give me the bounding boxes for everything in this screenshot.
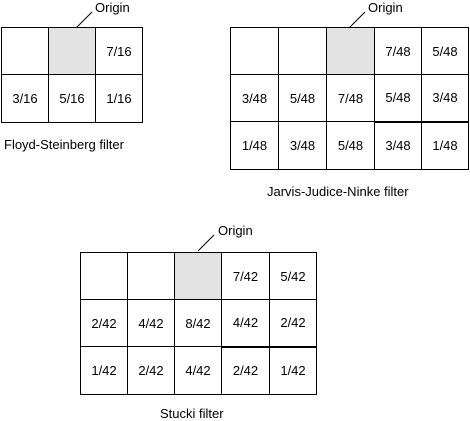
jjn-cell: 5/48 [326,121,375,170]
stucki-cell [80,252,128,300]
jjn-cell [230,27,279,75]
floyd-steinberg-caption: Floyd-Steinberg filter [4,137,124,152]
jjn-cell: 7/48 [374,27,422,75]
fs-origin-label: Origin [95,0,130,15]
stucki-cell: 1/42 [269,346,317,395]
jarvis-judice-ninke-grid: 7/48 5/48 3/48 5/48 7/48 5/48 3/48 1/48 … [230,27,469,170]
fs-cell: 3/16 [1,74,49,123]
stucki-cell: 2/42 [127,346,175,395]
floyd-steinberg-grid: 7/16 3/16 5/16 1/16 [1,27,143,123]
jjn-cell: 3/48 [421,74,469,123]
stucki-cell: 7/42 [221,252,270,300]
stucki-origin-label: Origin [218,223,253,238]
jjn-cell: 1/48 [421,121,469,170]
fs-cell: 1/16 [95,74,143,123]
stucki-cell: 4/42 [221,299,270,348]
stucki-grid: 7/42 5/42 2/42 4/42 8/42 4/42 2/42 1/42 … [80,252,317,395]
stucki-cell: 2/42 [221,346,270,395]
jjn-origin-cell [326,27,375,75]
jarvis-judice-ninke-caption: Jarvis-Judice-Ninke filter [267,184,409,199]
stucki-cell: 4/42 [127,299,175,347]
stucki-cell: 5/42 [269,252,317,300]
stucki-origin-cell [174,252,222,300]
jjn-cell: 5/48 [374,74,422,123]
stucki-cell: 8/42 [174,299,222,347]
fs-cell [1,27,49,75]
fs-origin-cell [48,27,96,75]
jjn-cell: 3/48 [278,121,327,170]
fs-cell: 7/16 [95,27,143,75]
jjn-cell: 5/48 [278,74,327,122]
jjn-cell: 5/48 [421,27,469,75]
fs-cell: 5/16 [48,74,96,123]
stucki-caption: Stucki filter [160,406,224,421]
stucki-cell: 2/42 [80,299,128,347]
jjn-cell: 1/48 [230,121,279,170]
stucki-cell: 4/42 [174,346,222,395]
stucki-cell [127,252,175,300]
stucki-cell: 1/42 [80,346,128,395]
stucki-cell: 2/42 [269,299,317,348]
jjn-origin-label: Origin [368,0,403,15]
